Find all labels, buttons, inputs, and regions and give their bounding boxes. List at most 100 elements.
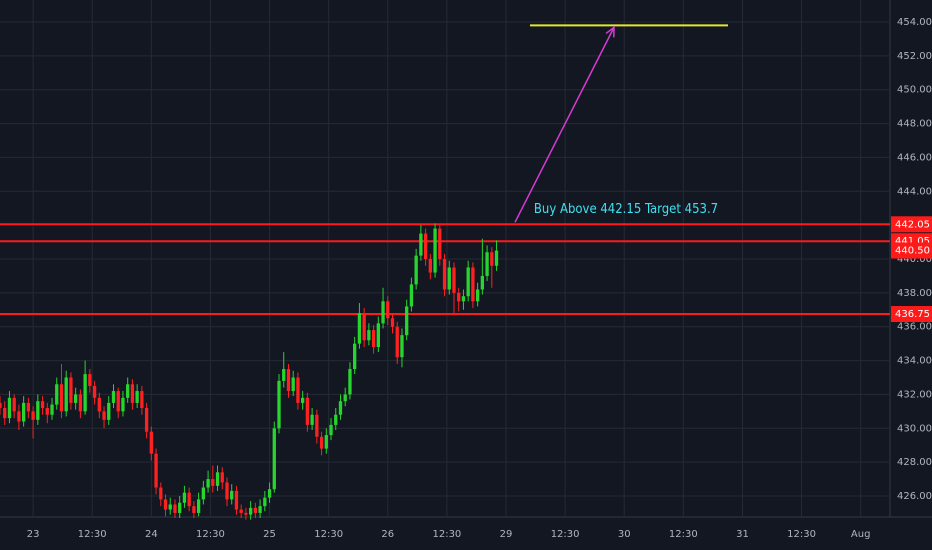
candle-body	[296, 377, 300, 403]
candle-body	[78, 394, 83, 412]
candle-body	[461, 296, 466, 302]
candle-body	[163, 499, 168, 510]
candle-body	[480, 275, 485, 290]
candle-body	[173, 504, 177, 513]
candle-body	[0, 402, 2, 408]
candle-body	[338, 401, 343, 415]
candle-body	[248, 507, 253, 515]
candle-body	[7, 397, 12, 419]
x-tick-label: 24	[145, 529, 158, 540]
candle-body	[12, 397, 16, 412]
candle-body	[490, 252, 494, 266]
candle-body	[182, 492, 187, 503]
y-tick-label: 450.00	[897, 85, 932, 96]
candle-body	[244, 512, 248, 515]
candle-body	[149, 431, 153, 454]
candle-body	[452, 267, 456, 293]
candle-body	[107, 402, 111, 420]
x-tick-label: 12:30	[78, 529, 107, 540]
candle-body	[234, 490, 239, 510]
candle-body	[17, 411, 21, 422]
x-tick-label: 12:30	[432, 529, 461, 540]
candle-body	[277, 380, 281, 429]
last-price-tag	[891, 242, 932, 259]
x-tick-label: 12:30	[787, 529, 816, 540]
candle-body	[353, 343, 357, 370]
candle-body	[187, 492, 191, 507]
candle-body	[433, 228, 437, 273]
candle-body	[428, 259, 432, 273]
candle-body	[88, 374, 92, 386]
candle-body	[267, 489, 272, 498]
candle-body	[494, 250, 499, 266]
candle-body	[69, 377, 73, 403]
y-tick-label: 454.00	[897, 17, 932, 28]
candle-body	[263, 497, 267, 507]
candle-body	[83, 374, 87, 412]
candle-body	[291, 377, 295, 392]
candle-body	[376, 323, 380, 348]
candle-body	[357, 313, 362, 344]
candle-body	[26, 402, 31, 412]
y-tick-label: 452.00	[897, 51, 932, 62]
y-tick-label: 436.00	[897, 322, 932, 333]
candle-body	[409, 284, 414, 307]
y-tick-label: 448.00	[897, 119, 932, 130]
candle-body	[466, 267, 470, 297]
candle-body	[419, 233, 423, 256]
arrow-shaft	[514, 27, 615, 223]
candle-body	[135, 391, 139, 403]
price-tag	[891, 306, 932, 323]
x-tick-label: 12:30	[669, 529, 698, 540]
candle-body	[438, 228, 442, 260]
candle-body	[196, 499, 201, 513]
candle-body	[485, 252, 489, 276]
candle-body	[230, 490, 234, 500]
candle-body	[116, 391, 120, 412]
last-price-label: 440.50	[895, 246, 930, 257]
candle-body	[31, 411, 35, 420]
y-tick-label: 434.00	[897, 356, 932, 367]
candle-body	[282, 369, 286, 381]
candle-body	[475, 289, 480, 302]
candle-body	[457, 292, 461, 302]
arrow-head	[605, 25, 615, 38]
candle-body	[367, 330, 371, 341]
candle-body	[111, 391, 116, 403]
candle-body	[423, 233, 428, 260]
candle-body	[414, 255, 418, 285]
price-tag-label: 442.05	[895, 219, 930, 230]
candle-body	[211, 479, 215, 486]
candle-body	[59, 384, 64, 412]
candle-body	[36, 401, 40, 420]
candle-body	[121, 397, 125, 412]
x-tick-label: 23	[27, 529, 40, 540]
candle-body	[324, 435, 328, 449]
candle-body	[471, 267, 475, 302]
candle-body	[286, 369, 291, 392]
y-tick-label: 430.00	[897, 423, 932, 434]
candle-body	[371, 330, 376, 348]
candle-body	[329, 424, 333, 436]
candle-body	[225, 482, 229, 500]
candle-body	[130, 384, 135, 403]
axes: 426.00 428.00 430.00 432.00 434.00 436.00 438.…	[27, 17, 932, 540]
x-tick-label: 29	[500, 529, 513, 540]
candles	[0, 223, 499, 520]
x-tick-label: 30	[618, 529, 631, 540]
candle-body	[220, 472, 224, 483]
candle-body	[50, 404, 54, 415]
candle-body	[154, 453, 158, 488]
levels	[0, 223, 890, 316]
candle-body	[253, 507, 258, 513]
candle-body	[215, 472, 220, 486]
x-tick-label: 31	[736, 529, 749, 540]
candle-body	[45, 407, 49, 415]
candle-body	[140, 391, 144, 408]
candle-body	[55, 384, 59, 405]
x-tick-label: 26	[381, 529, 394, 540]
candle-body	[315, 414, 319, 437]
price-tag	[891, 216, 932, 233]
